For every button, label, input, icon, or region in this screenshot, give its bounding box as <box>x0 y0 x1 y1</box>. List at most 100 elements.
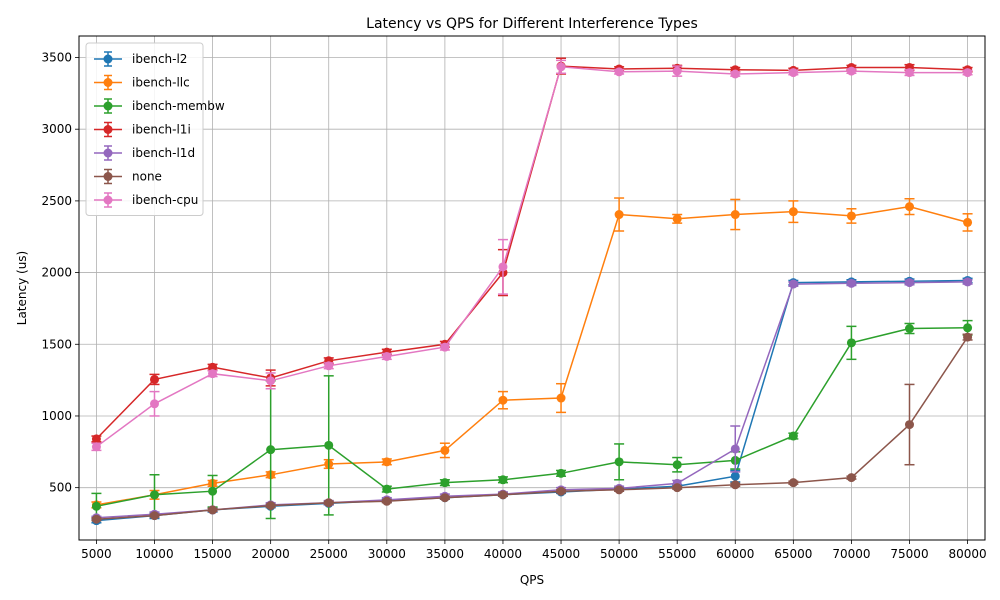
x-tick-label: 45000 <box>542 547 580 561</box>
y-tick-label: 2500 <box>41 194 72 208</box>
data-point <box>614 457 624 467</box>
x-tick-label: 30000 <box>368 547 406 561</box>
x-tick-label: 55000 <box>658 547 696 561</box>
legend-item: ibench-membw <box>94 98 225 114</box>
legend-marker <box>103 195 113 205</box>
data-point <box>672 460 682 470</box>
data-point <box>382 351 392 361</box>
axis-ticks: 5000 10000 15000 20000 25000 30000 35000 40000 4… <box>41 51 986 561</box>
data-point <box>905 202 914 212</box>
grid <box>79 36 985 540</box>
legend-label: ibench-l1d <box>132 146 195 160</box>
legend-item: ibench-l2 <box>94 51 187 67</box>
x-tick-label: 65000 <box>774 547 812 561</box>
x-tick-label: 60000 <box>716 547 754 561</box>
x-tick-label: 15000 <box>193 547 231 561</box>
x-tick-label: 75000 <box>890 547 928 561</box>
data-point <box>614 67 624 77</box>
legend-label: none <box>132 170 162 184</box>
data-point <box>672 214 682 224</box>
data-point <box>498 395 508 405</box>
data-point <box>963 277 973 287</box>
chart-title: Latency vs QPS for Different Interferenc… <box>366 16 698 32</box>
data-point <box>91 514 101 524</box>
data-point <box>266 501 276 511</box>
data-point <box>614 210 624 220</box>
x-tick-label: 50000 <box>600 547 638 561</box>
data-point <box>498 262 508 272</box>
data-point <box>730 444 740 454</box>
data-point <box>846 278 856 288</box>
data-point <box>963 68 973 78</box>
data-point <box>440 445 450 455</box>
data-point <box>91 501 101 511</box>
data-point <box>730 69 740 79</box>
series-ibench-llc <box>91 197 973 510</box>
data-point <box>846 338 856 348</box>
y-tick-label: 2000 <box>41 266 72 280</box>
legend-marker <box>103 172 113 181</box>
legend-item: ibench-l1d <box>94 145 195 161</box>
x-tick-label: 80000 <box>948 547 986 561</box>
data-point <box>730 471 740 481</box>
data-point <box>905 68 914 78</box>
series-layer <box>91 57 973 526</box>
legend-label: ibench-cpu <box>132 193 198 207</box>
data-point <box>498 490 508 500</box>
data-point <box>266 376 276 386</box>
data-point <box>440 493 450 503</box>
legend-item: ibench-cpu <box>94 192 198 208</box>
data-point <box>846 211 856 221</box>
legend-marker <box>103 54 113 64</box>
data-point <box>963 323 973 333</box>
data-point <box>91 434 101 444</box>
data-point <box>266 445 276 455</box>
x-tick-label: 25000 <box>310 547 348 561</box>
data-point <box>382 496 392 506</box>
data-point <box>556 62 566 72</box>
legend-marker <box>103 78 113 87</box>
series-ibench-membw <box>91 319 973 520</box>
data-point <box>150 374 159 384</box>
data-point <box>614 485 624 495</box>
data-point <box>846 66 856 76</box>
y-tick-label: 3000 <box>41 122 72 136</box>
data-point <box>208 362 218 372</box>
legend-label: ibench-membw <box>132 99 225 113</box>
data-point <box>440 478 450 488</box>
data-point <box>788 68 798 78</box>
x-tick-label: 70000 <box>832 547 870 561</box>
y-axis-label: Latency (us) <box>15 251 29 325</box>
data-point <box>556 486 566 496</box>
data-point <box>208 505 218 515</box>
data-point <box>788 431 798 441</box>
data-point <box>324 440 334 450</box>
x-tick-label: 40000 <box>484 547 522 561</box>
series-line <box>95 65 968 448</box>
legend-label: ibench-llc <box>132 76 190 90</box>
x-tick-label: 5000 <box>81 547 112 561</box>
legend-marker <box>103 125 113 134</box>
y-tick-label: 500 <box>49 481 72 495</box>
data-point <box>498 475 508 485</box>
series-ibench-cpu <box>91 59 973 452</box>
data-point <box>905 420 914 430</box>
data-point <box>730 210 740 220</box>
data-point <box>150 490 159 500</box>
data-point <box>730 480 740 490</box>
data-point <box>324 498 334 508</box>
data-point <box>788 279 798 289</box>
data-point <box>788 207 798 217</box>
x-tick-label: 20000 <box>252 547 290 561</box>
legend-marker <box>103 101 113 111</box>
data-point <box>905 324 914 334</box>
x-tick-label: 10000 <box>135 547 173 561</box>
y-tick-label: 1000 <box>41 409 72 423</box>
data-point <box>963 332 973 342</box>
legend-item: ibench-l1i <box>94 121 191 138</box>
data-point <box>556 468 566 478</box>
legend: ibench-l2 ibench-llc ibench-membw ibench-l1… <box>85 42 225 216</box>
legend-label: ibench-l2 <box>132 52 187 66</box>
data-point <box>963 217 973 227</box>
